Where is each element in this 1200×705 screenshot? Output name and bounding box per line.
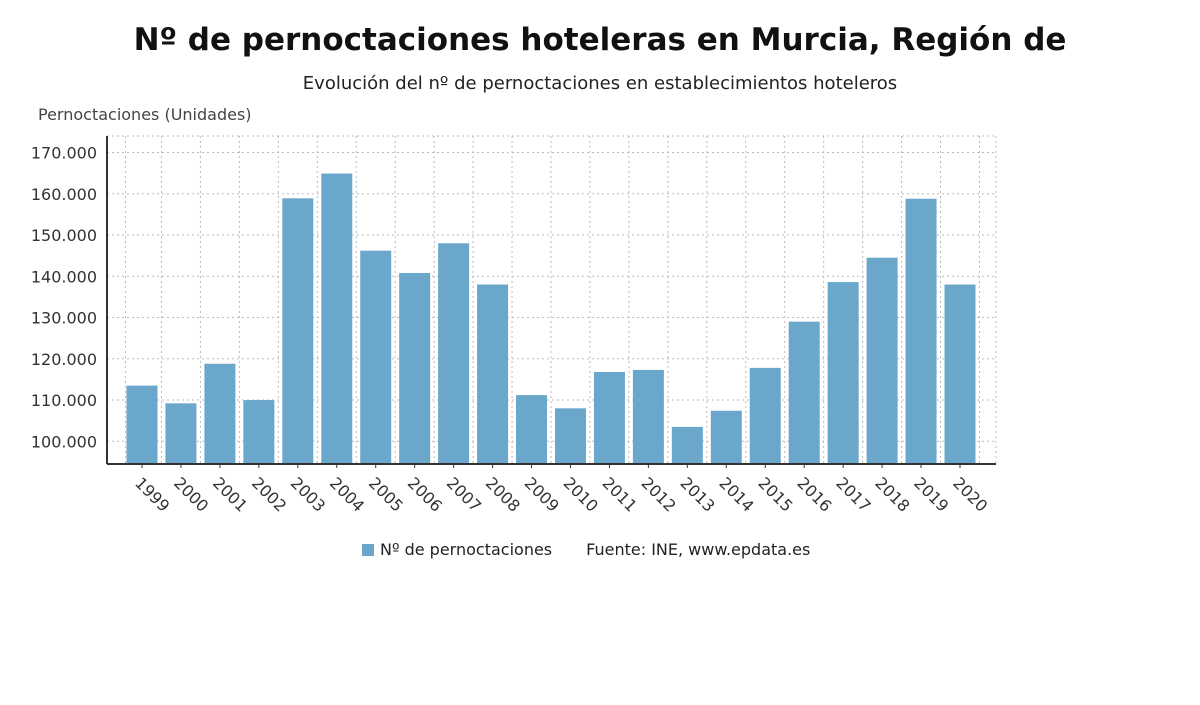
y-tick-label: 130.000 — [31, 309, 97, 328]
x-tick-label: 2011 — [599, 473, 641, 515]
chart-title: Nº de pernoctaciones hoteleras en Murcia… — [133, 22, 1067, 58]
x-tick-label: 2000 — [170, 473, 212, 515]
bar-2010 — [554, 408, 586, 464]
x-tick-label: 1999 — [131, 473, 173, 515]
x-tick-label: 2018 — [871, 473, 913, 515]
source-note: Fuente: INE, www.epdata.es — [586, 540, 811, 559]
y-axis-label: Pernoctaciones (Unidades) — [38, 105, 252, 124]
y-tick-label: 100.000 — [31, 432, 97, 451]
x-tick-label: 2013 — [677, 473, 719, 515]
bar-2014 — [710, 410, 742, 464]
bars — [126, 173, 976, 464]
bar-2001 — [204, 363, 236, 464]
bar-2005 — [360, 250, 392, 464]
bar-2004 — [321, 173, 353, 464]
y-tick-label: 120.000 — [31, 350, 97, 369]
bar-2012 — [632, 369, 664, 464]
bar-2009 — [516, 395, 548, 464]
axes — [106, 136, 996, 468]
legend-swatch — [362, 543, 374, 556]
bar-2007 — [438, 243, 470, 464]
x-tick-labels: 1999200020012002200320042005200620072008… — [131, 473, 991, 515]
x-tick-label: 2014 — [715, 473, 757, 515]
x-tick-label: 2007 — [443, 473, 485, 515]
bar-2013 — [671, 426, 703, 464]
bar-2017 — [827, 282, 859, 464]
x-tick-label: 2009 — [521, 473, 563, 515]
x-tick-label: 2002 — [248, 473, 290, 515]
x-tick-label: 2006 — [404, 473, 446, 515]
legend: Nº de pernoctaciones Fuente: INE, www.ep… — [362, 540, 810, 559]
y-tick-label: 140.000 — [31, 267, 97, 286]
x-tick-label: 2008 — [482, 473, 524, 515]
x-tick-label: 2004 — [326, 473, 368, 515]
bar-2015 — [749, 367, 781, 464]
chart-subtitle: Evolución del nº de pernoctaciones en es… — [0, 73, 1200, 94]
bar-2000 — [165, 403, 197, 464]
x-tick-label: 2005 — [365, 473, 407, 515]
x-tick-label: 2003 — [287, 473, 329, 515]
grid-lines — [107, 135, 997, 464]
bar-2018 — [866, 257, 898, 464]
x-tick-label: 2015 — [754, 473, 796, 515]
x-tick-label: 2016 — [793, 473, 835, 515]
legend-label: Nº de pernoctaciones — [380, 540, 553, 559]
y-tick-label: 110.000 — [31, 391, 97, 410]
chart-subtitle-text: Evolución del nº de pernoctaciones en es… — [302, 73, 898, 94]
bar-2019 — [905, 198, 937, 464]
bar-2006 — [399, 272, 431, 464]
x-tick-label: 2017 — [832, 473, 874, 515]
x-tick-label: 2010 — [560, 473, 602, 515]
y-tick-label: 170.000 — [31, 144, 97, 163]
bar-1999 — [126, 385, 158, 464]
x-tick-label: 2019 — [910, 473, 952, 515]
bar-2020 — [944, 284, 976, 464]
bar-2002 — [243, 400, 275, 464]
y-tick-label: 150.000 — [31, 226, 97, 245]
x-tick-label: 2020 — [949, 473, 991, 515]
bar-2008 — [477, 284, 509, 464]
bar-2011 — [593, 371, 625, 464]
y-tick-labels: 100.000 110.000 120.000 130.000 140.000 150.0… — [31, 144, 97, 452]
x-tick-label: 2012 — [638, 473, 680, 515]
bar-2016 — [788, 321, 820, 464]
x-tick-label: 2001 — [209, 473, 251, 515]
bar-2003 — [282, 198, 314, 464]
y-tick-label: 160.000 — [31, 185, 97, 204]
